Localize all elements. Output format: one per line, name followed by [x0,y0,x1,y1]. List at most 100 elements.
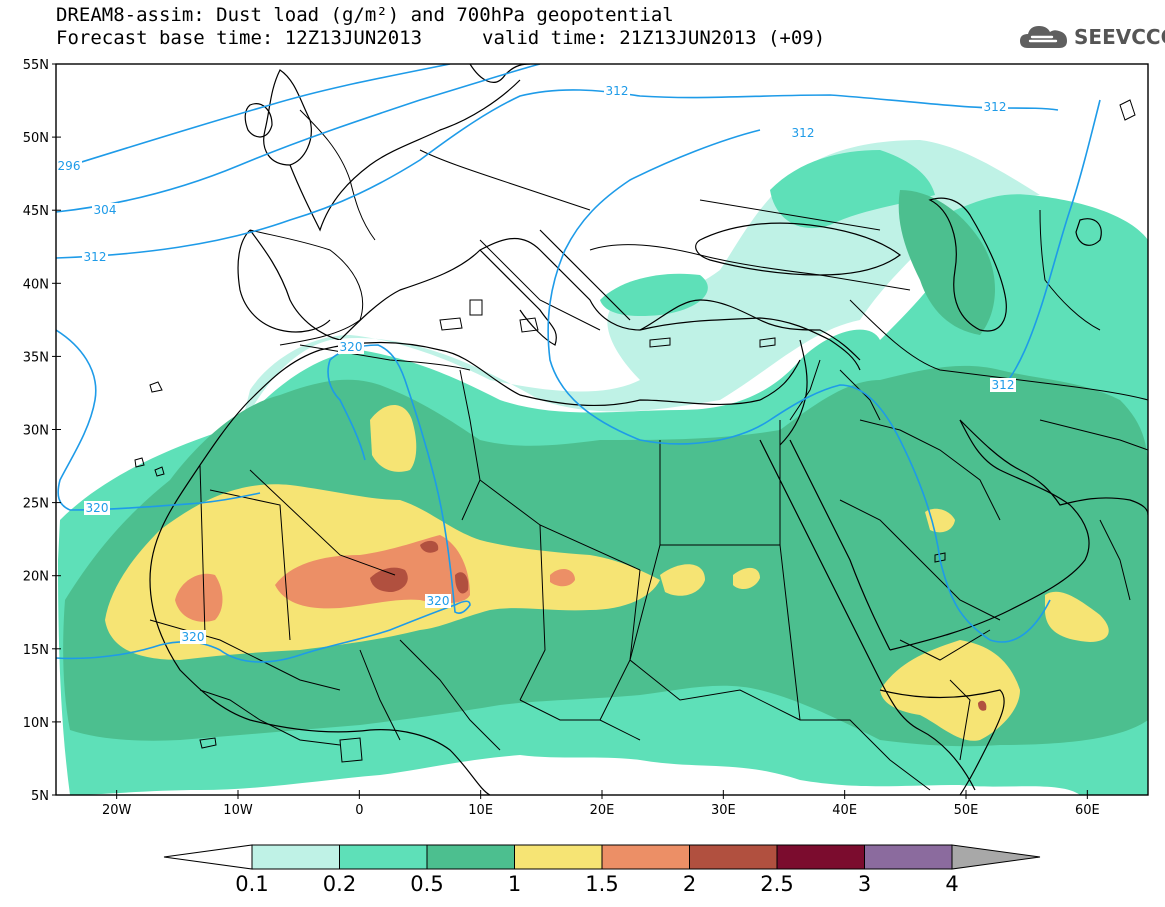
coast-caspian [928,197,1007,332]
colorbar-label: 1 [508,872,521,896]
colorbar-label: 1.5 [585,872,618,896]
dust-area-high-algeria [370,405,417,472]
dust-area-extreme-east [455,572,469,594]
contour-label-312-north: 312 [606,84,629,98]
colorbar-box [776,844,865,870]
latitude-ticks: 55N 50N 45N 40N 35N 30N 25N 20N 15N 10N 5N [23,58,61,804]
contour-296 [56,64,451,171]
colorbar-label: 4 [945,872,958,896]
contour-label-320-niger: 320 [427,594,450,608]
lat-tick-label: 55N [23,58,49,73]
contour-312-west [56,89,1059,259]
contour-label-312-iran: 312 [992,378,1015,392]
dust-area-very-high-central [275,535,470,609]
colorbar-over-triangle [951,844,1041,870]
coast-arabia-south [889,419,1090,651]
colorbar-label: 2.5 [760,872,793,896]
colorbar-label: 0.5 [410,872,443,896]
coast-europe-west [289,79,521,232]
islands-lakes [99,99,1136,763]
lat-tick-label: 15N [23,643,49,658]
coast-aral [1075,218,1102,246]
lon-tick-label: 10E [468,803,493,818]
coast-black-sea [695,222,902,276]
lat-tick-label: 35N [23,350,49,365]
logo-text: SEEVCCC [1074,25,1165,49]
lon-tick-label: 10W [223,803,253,818]
contour-label-312-northeast: 312 [984,100,1007,114]
lon-tick-label: 20E [590,803,615,818]
dust-area-high-oman [1045,591,1109,642]
coast-redsea-east [789,439,891,651]
dust-area-medium [63,365,1148,747]
longitude-ticks: 20W 10W 0 10E 20E 30E 40E 50E 60E [102,790,1100,818]
coast-iberia [237,229,331,333]
valid-time: valid time: 21Z13JUN2013 (+09) [482,27,826,49]
contour-320-west [56,329,261,511]
colorbar-box [426,844,515,870]
lat-tick-label: 40N [23,277,49,292]
colorbar-label: 3 [858,872,871,896]
dust-area-very-high-east [550,568,575,587]
lon-tick-label: 60E [1075,803,1100,818]
colorbar-label: 0.1 [235,872,268,896]
forecast-base-time: Forecast base time: 12Z13JUN2013 [56,27,423,49]
contour-label-304: 304 [94,203,117,217]
dust-area-high-somalia [880,640,1020,741]
seevccc-logo: SEEVCCC [1018,22,1165,52]
contour-labels: 296 304 312 312 312 312 312 320 320 320 [56,84,1016,644]
colorbar-legend: 0.1 0.2 0.5 1 1.5 2 2.5 3 4 [163,844,1041,896]
country-borders [149,109,1148,791]
colorbar-box [864,844,953,870]
coast-redsea-west [759,439,976,791]
dust-area-high-arabia [925,508,955,533]
colorbar-box [514,844,603,870]
lat-tick-label: 25N [23,497,49,512]
coast-turkey [639,317,861,371]
lon-tick-label: 20W [102,803,132,818]
dust-area-low-north [770,150,935,229]
map-plot-area: 296 304 312 312 312 312 312 320 320 320 [56,64,1148,795]
coastlines [149,64,1148,795]
lat-tick-label: 20N [23,570,49,585]
colorbar-label: 0.2 [323,872,356,896]
lat-tick-label: 30N [23,424,49,439]
colorbar-box [339,844,428,870]
contour-label-320-atlantic: 320 [86,501,109,515]
geopotential-contours [56,64,1101,663]
coast-africa-west [149,399,491,795]
coast-balkans [539,229,631,321]
lat-tick-label: 10N [23,716,49,731]
contour-312-far-east [1004,99,1101,386]
dust-area-high-sudan [733,567,760,590]
colorbar-box [251,844,340,870]
cloud-logo-icon [1020,26,1067,48]
coast-africa-north [249,341,801,407]
dust-area-very-high-west [175,573,223,622]
contour-label-320-mali: 320 [182,630,205,644]
contour-label-312-west: 312 [84,250,107,264]
map-title: DREAM8-assim: Dust load (g/m²) and 700hP… [56,4,674,26]
colorbar-under-triangle [163,844,253,870]
contour-label-296: 296 [58,159,81,173]
lat-tick-label: 5N [31,789,49,804]
contour-label-320-algeria: 320 [340,340,363,354]
colorbar-box [689,844,778,870]
contour-label-312-turkey: 312 [792,126,815,140]
lon-tick-label: 40E [832,803,857,818]
contour-312-east [547,129,1051,643]
dust-area-extreme-north [420,540,439,553]
lat-tick-label: 50N [23,131,49,146]
dust-area-medium-caspian [898,190,995,335]
lon-tick-label: 0 [355,803,363,818]
coast-levant [779,339,808,446]
dust-area-high-chad [660,564,705,596]
lon-tick-label: 50E [954,803,979,818]
lat-tick-label: 45N [23,204,49,219]
coast-somalia [879,689,1005,795]
coast-europe-south [249,229,861,361]
lon-tick-label: 30E [711,803,736,818]
dust-field-layer [58,140,1148,795]
dust-area-extreme [370,567,408,592]
